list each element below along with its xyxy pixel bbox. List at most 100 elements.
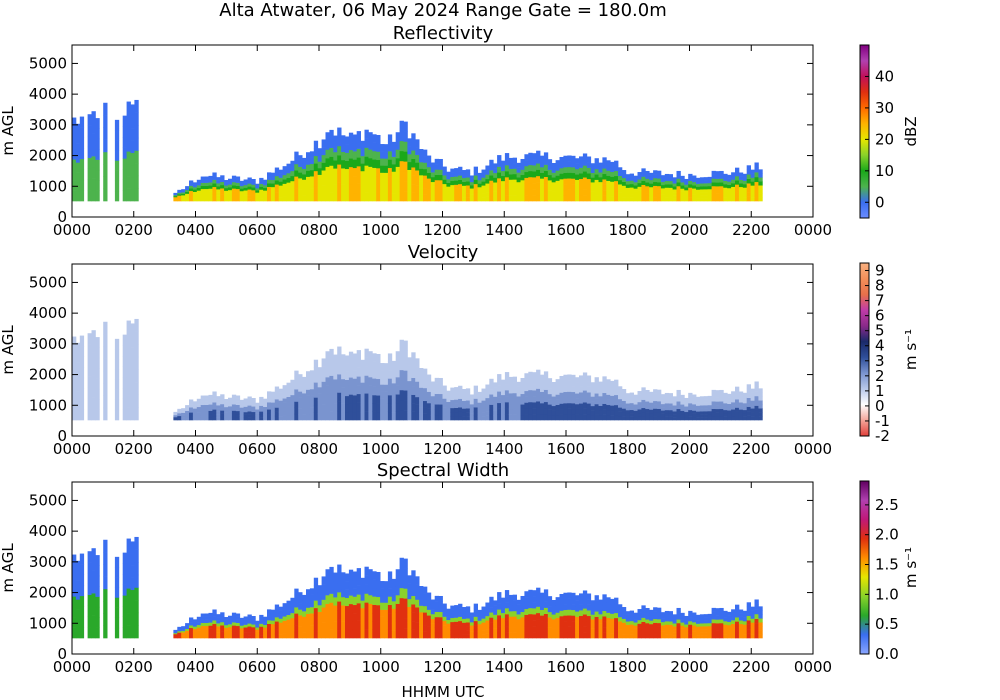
heatmap-cell — [645, 416, 650, 421]
heatmap-cell — [688, 631, 693, 635]
heatmap-cell — [313, 592, 319, 601]
heatmap-cell — [286, 196, 291, 202]
heatmap-cell — [251, 632, 256, 636]
heatmap-cell — [540, 374, 545, 381]
heatmap-cell — [719, 615, 724, 620]
heatmap-cell — [189, 404, 194, 408]
heatmap-cell — [481, 169, 486, 174]
heatmap-cell — [610, 395, 615, 401]
heatmap-cell — [91, 178, 96, 191]
heatmap-cell — [79, 137, 85, 149]
heatmap-cell — [325, 620, 330, 630]
heatmap-cell — [723, 173, 728, 178]
heatmap-cell — [532, 620, 537, 627]
heatmap-cell — [575, 409, 580, 415]
heatmap-cell — [345, 581, 350, 590]
heatmap-cell — [582, 590, 588, 597]
heatmap-cell — [567, 195, 572, 202]
heatmap-cell — [360, 397, 365, 406]
heatmap-cell — [633, 631, 638, 636]
heatmap-cell — [177, 636, 182, 639]
heatmap-cell — [247, 396, 252, 400]
heatmap-cell — [696, 177, 701, 182]
heatmap-cell — [735, 171, 740, 177]
heatmap-cell — [103, 395, 108, 409]
heatmap-cell — [520, 393, 525, 400]
heatmap-cell — [231, 622, 237, 626]
heatmap-cell — [181, 192, 186, 194]
heatmap-cell — [668, 611, 673, 615]
heatmap-cell — [532, 384, 537, 391]
heatmap-cell — [571, 380, 576, 387]
heatmap-cell — [270, 405, 276, 410]
heatmap-cell — [618, 621, 623, 626]
heatmap-cell — [563, 195, 568, 202]
heatmap-cell — [540, 380, 545, 387]
heatmap-cell — [348, 166, 354, 176]
heatmap-cell — [72, 378, 77, 390]
heatmap-cell — [571, 609, 576, 616]
heatmap-cell — [306, 389, 311, 396]
heatmap-cell — [274, 390, 280, 396]
heatmap-cell — [306, 401, 311, 409]
heatmap-cell — [325, 175, 330, 185]
heatmap-cell — [469, 622, 475, 626]
heatmap-cell — [220, 194, 225, 199]
heatmap-cell — [419, 599, 424, 606]
heatmap-cell — [122, 627, 127, 639]
heatmap-cell — [551, 609, 556, 615]
heatmap-cell — [122, 190, 127, 202]
heatmap-cell — [524, 597, 529, 604]
heatmap-cell — [688, 624, 693, 629]
heatmap-cell — [302, 605, 307, 612]
heatmap-cell — [423, 368, 428, 376]
heatmap-cell — [602, 179, 607, 185]
heatmap-cell — [606, 627, 611, 634]
heatmap-cell — [352, 629, 358, 639]
heatmap-cell — [134, 150, 139, 164]
heatmap-cell — [555, 597, 560, 603]
heatmap-cell — [606, 160, 611, 166]
heatmap-cell — [516, 405, 521, 411]
heatmap-cell — [317, 605, 322, 612]
heatmap-cell — [465, 634, 471, 639]
heatmap-cell — [423, 168, 428, 176]
heatmap-cell — [692, 612, 697, 617]
heatmap-cell — [430, 167, 436, 173]
heatmap-cell — [181, 415, 186, 418]
heatmap-cell — [754, 400, 759, 406]
heatmap-cell — [419, 181, 424, 189]
heatmap-cell — [692, 618, 697, 623]
heatmap-cell — [387, 604, 393, 614]
heatmap-cell — [750, 197, 755, 202]
heatmap-cell — [278, 614, 283, 619]
heatmap-cell — [290, 602, 295, 609]
heatmap-cell — [524, 402, 529, 409]
heatmap-cell — [438, 169, 443, 176]
heatmap-cell — [228, 181, 233, 185]
heatmap-cell — [532, 414, 537, 421]
heatmap-cell — [629, 396, 634, 400]
heatmap-cell — [699, 635, 705, 639]
heatmap-cell — [399, 409, 404, 421]
heatmap-cell — [512, 168, 517, 175]
heatmap-cell — [719, 404, 724, 410]
y-tick-label: 2000 — [29, 147, 67, 165]
heatmap-cell — [633, 178, 638, 183]
heatmap-cell — [723, 413, 728, 417]
heatmap-cell — [282, 170, 287, 176]
heatmap-cell — [458, 608, 463, 613]
heatmap-cell — [614, 384, 619, 391]
heatmap-cell — [649, 179, 654, 184]
heatmap-cell — [411, 167, 416, 176]
heatmap-cell — [317, 154, 322, 162]
heatmap-cell — [348, 595, 354, 605]
heatmap-cell — [579, 414, 584, 421]
heatmap-cell — [664, 617, 670, 622]
heatmap-cell — [602, 195, 607, 202]
heatmap-cell — [621, 610, 627, 616]
heatmap-cell — [426, 385, 432, 392]
heatmap-cell — [660, 197, 666, 202]
heatmap-cell — [738, 416, 744, 421]
colorbar-tick-label: 1 — [875, 382, 885, 400]
